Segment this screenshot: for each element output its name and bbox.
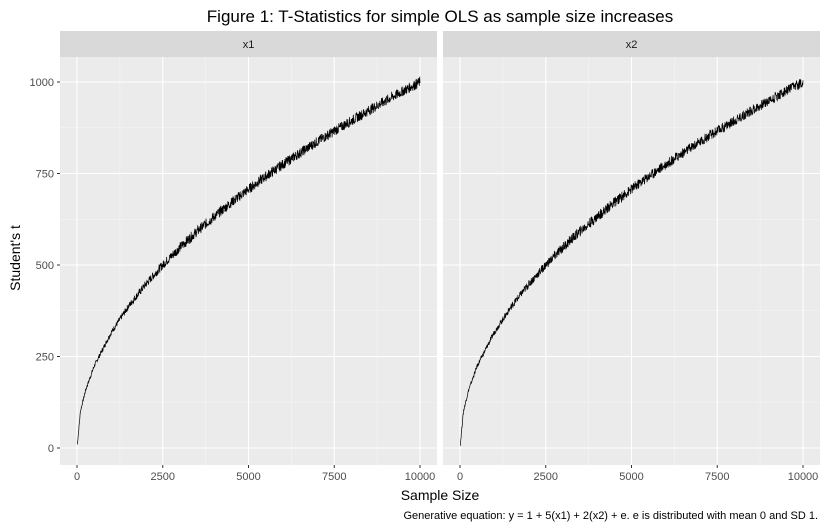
chart-title: Figure 1: T-Statistics for simple OLS as… [207,7,673,26]
x-tick-label: 7500 [322,471,346,483]
x-axes: 0 2500 5000 7500 10000 0 2500 5000 7500 10000 [74,465,818,483]
y-tick-label: 0 [48,443,54,455]
x-tick-label: 2500 [534,471,558,483]
facet-strip-label: x2 [626,39,638,51]
y-tick-label: 250 [36,352,54,364]
x-axis-title: Sample Size [401,487,480,503]
y-axis-title: Student's t [7,225,23,291]
x-tick-label: 0 [74,471,80,483]
y-tick-label: 750 [36,169,54,181]
facet-strip [443,31,820,57]
series-line [459,78,804,446]
facet-strip [60,31,437,57]
facet-panels: x1 x2 [60,31,820,465]
x-tick-label: 2500 [151,471,175,483]
x-tick-label: 7500 [705,471,729,483]
facet-strip-label: x1 [243,39,255,51]
series-line [76,75,421,445]
caption: Generative equation: y = 1 + 5(x1) + 2(x… [403,510,818,522]
x-tick-label: 10000 [788,471,819,483]
x-tick-label: 5000 [236,471,260,483]
y-axis: 0 250 500 750 1000 [30,77,60,455]
x-tick-label: 10000 [405,471,436,483]
x-tick-label: 0 [457,471,463,483]
x-tick-label: 5000 [619,471,643,483]
y-tick-label: 1000 [30,77,54,89]
y-tick-label: 500 [36,260,54,272]
